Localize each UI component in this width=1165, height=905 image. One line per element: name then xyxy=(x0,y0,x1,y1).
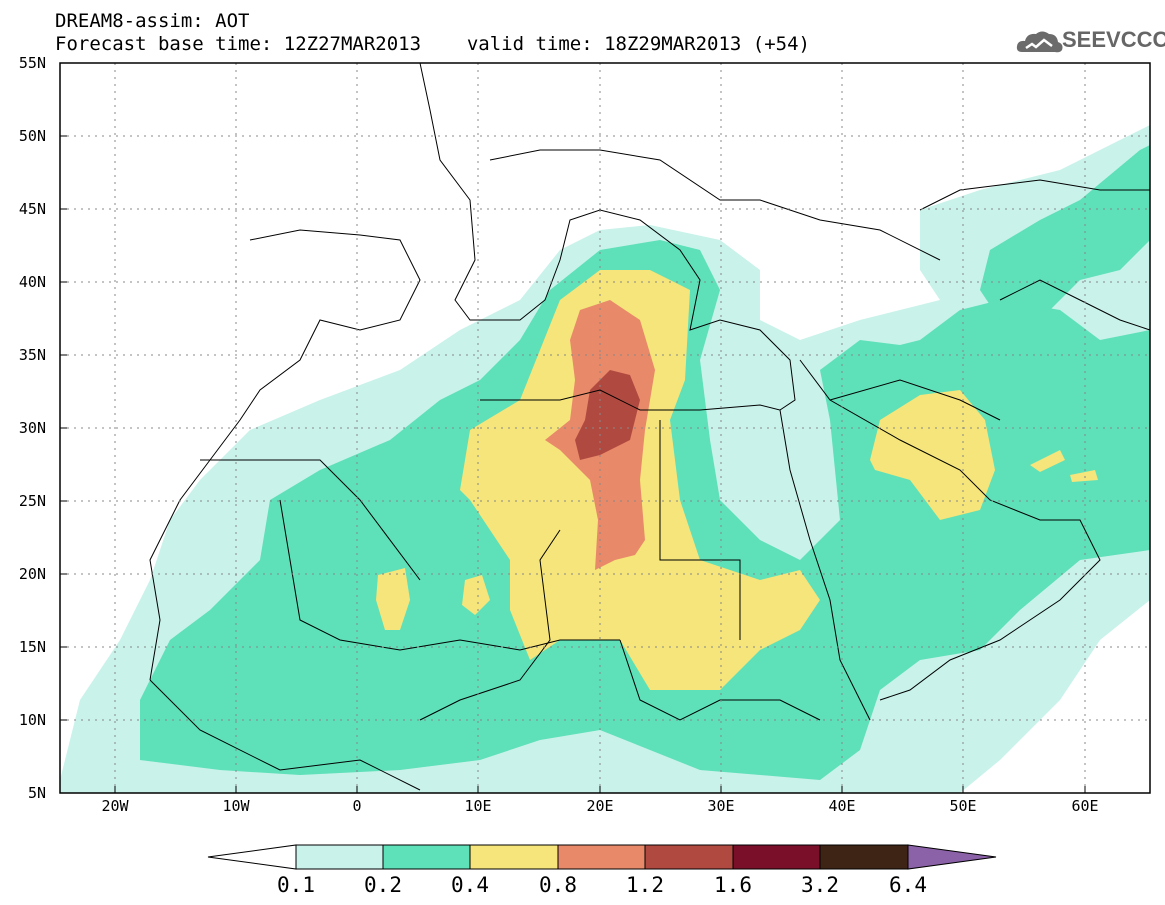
colorbar-swatch xyxy=(382,844,471,870)
contour-0-2-caspian xyxy=(980,145,1150,320)
colorbar-label: 1.6 xyxy=(714,873,752,897)
colorbar-under-arrow xyxy=(207,844,297,870)
contour-0-4-arabia xyxy=(870,390,995,520)
lon-tick-label: 0 xyxy=(352,797,361,815)
lon-tick-label: 10E xyxy=(464,797,491,815)
contour-0-4-small xyxy=(462,575,490,615)
lat-tick-label: 10N xyxy=(19,711,46,729)
map-title: DREAM8-assim: AOT xyxy=(55,10,250,32)
colorbar-label: 0.4 xyxy=(451,873,489,897)
colorbar-label: 3.2 xyxy=(801,873,839,897)
colorbar-swatch xyxy=(732,844,821,870)
colorbar-label: 0.1 xyxy=(277,873,315,897)
lat-tick-label: 25N xyxy=(19,492,46,510)
lon-tick-label: 50E xyxy=(949,797,976,815)
lon-tick-label: 60E xyxy=(1071,797,1098,815)
colorbar-label: 1.2 xyxy=(626,873,664,897)
colorbar-swatch xyxy=(557,844,646,870)
colorbar-labels: 0.1 0.2 0.4 0.8 1.2 1.6 3.2 6.4 xyxy=(277,873,927,897)
lat-tick-label: 5N xyxy=(28,784,46,802)
lon-tick-label: 40E xyxy=(828,797,855,815)
lon-tick-label: 10W xyxy=(222,797,250,815)
lat-tick-label: 55N xyxy=(19,54,46,72)
lat-tick-label: 40N xyxy=(19,273,46,291)
coastlines xyxy=(149,63,1150,791)
colorbar-swatch xyxy=(644,844,734,870)
colorbar xyxy=(207,844,997,870)
base-time-label: Forecast base time: 12Z27MAR2013 xyxy=(55,33,422,55)
lat-tick-label: 20N xyxy=(19,565,46,583)
contour-0-4-west xyxy=(376,568,410,630)
colorbar-over-arrow xyxy=(907,844,997,870)
colorbar-swatch xyxy=(295,844,384,870)
colorbar-swatch xyxy=(819,844,909,870)
lon-axis-labels: 20W 10W 0 10E 20E 30E 40E 50E 60E xyxy=(101,797,1098,815)
colorbar-label: 6.4 xyxy=(889,873,927,897)
lat-tick-label: 45N xyxy=(19,200,46,218)
colorbar-label: 0.8 xyxy=(539,873,577,897)
lon-tick-label: 30E xyxy=(707,797,734,815)
logo-text: SEEVCCC xyxy=(1062,27,1165,52)
tick-marks xyxy=(60,135,1086,793)
cloud-logo-icon xyxy=(1016,31,1063,53)
forecast-times: Forecast base time: 12Z27MAR2013 valid t… xyxy=(55,34,810,54)
lat-tick-label: 15N xyxy=(19,638,46,656)
aot-contours xyxy=(60,63,1150,793)
lat-tick-label: 30N xyxy=(19,419,46,437)
colorbar-label: 0.2 xyxy=(364,873,402,897)
colorbar-swatch xyxy=(469,844,559,870)
lon-tick-label: 20W xyxy=(101,797,129,815)
lat-tick-label: 50N xyxy=(19,127,46,145)
lon-tick-label: 20E xyxy=(586,797,613,815)
contour-0-4-gulf xyxy=(1030,450,1098,482)
graticule xyxy=(60,63,1150,793)
lat-tick-label: 35N xyxy=(19,346,46,364)
lat-axis-labels: 55N 50N 45N 40N 35N 30N 25N 20N 15N 10N … xyxy=(19,54,46,802)
valid-time-label: valid time: 18Z29MAR2013 (+54) xyxy=(466,33,810,55)
